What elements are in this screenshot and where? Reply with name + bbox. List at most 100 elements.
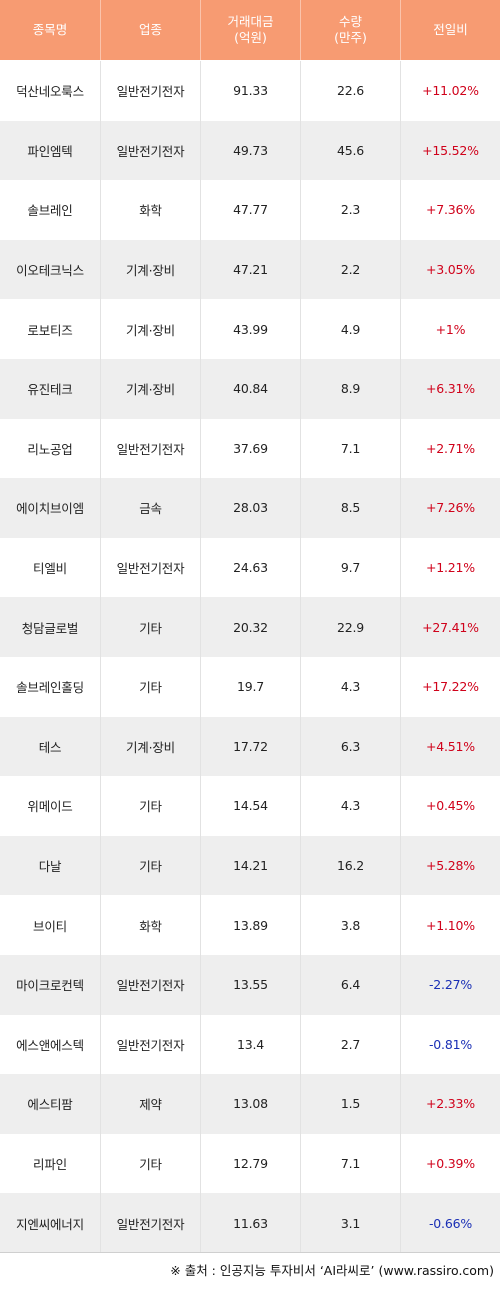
cell-sector: 기계·장비 <box>101 239 201 300</box>
cell-name: 다날 <box>0 835 101 896</box>
cell-amount: 28.03 <box>201 478 301 538</box>
cell-change: +1.21% <box>426 560 475 576</box>
cell-volume: 4.9 <box>301 299 401 359</box>
cell-amount: 24.63 <box>201 537 301 598</box>
cell-volume: 1.5 <box>301 1074 401 1134</box>
table-row: 에이치브이엠 금속 28.03 8.5 +7.26% <box>0 478 500 538</box>
cell-name: 파인엠텍 <box>0 120 101 181</box>
cell-volume: 3.1 <box>301 1193 401 1253</box>
cell-name: 마이크로컨텍 <box>0 954 101 1015</box>
cell-amount: 20.32 <box>201 597 301 657</box>
table-row: 로보티즈 기계·장비 43.99 4.9 +1% <box>0 299 500 359</box>
cell-name: 솔브레인홀딩 <box>0 656 101 717</box>
table-body: 덕산네오룩스 일반전기전자 91.33 22.6 +11.02% 파인엠텍 일반전기전자 49… <box>0 61 500 1253</box>
cell-sector: 일반전기전자 <box>101 537 201 598</box>
header-volume: 수량 (만주) <box>301 0 401 60</box>
cell-change: -0.66% <box>428 1215 473 1231</box>
cell-name: 에스앤에스텍 <box>0 1014 101 1075</box>
cell-sector: 기계·장비 <box>101 716 201 777</box>
cell-change: +2.71% <box>426 440 475 456</box>
table-row: 위메이드 기타 14.54 4.3 +0.45% <box>0 776 500 836</box>
cell-change: -2.27% <box>428 977 473 993</box>
cell-sector: 기타 <box>101 835 201 896</box>
cell-volume: 16.2 <box>301 835 401 896</box>
cell-name: 덕산네오룩스 <box>0 61 101 121</box>
cell-name: 솔브레인 <box>0 180 101 240</box>
table-row: 유진테크 기계·장비 40.84 8.9 +6.31% <box>0 358 500 419</box>
cell-volume: 7.1 <box>301 418 401 479</box>
cell-sector: 일반전기전자 <box>101 1193 201 1253</box>
cell-change: +1.10% <box>426 917 475 933</box>
cell-name: 위메이드 <box>0 776 101 836</box>
table-row: 티엘비 일반전기전자 24.63 9.7 +1.21% <box>0 537 500 598</box>
cell-volume: 6.3 <box>301 716 401 777</box>
cell-amount: 13.55 <box>201 954 301 1015</box>
table-row: 테스 기계·장비 17.72 6.3 +4.51% <box>0 716 500 777</box>
cell-volume: 8.5 <box>301 478 401 538</box>
table-row: 청담글로벌 기타 20.32 22.9 +27.41% <box>0 597 500 657</box>
cell-amount: 13.08 <box>201 1074 301 1134</box>
table-row: 이오테크닉스 기계·장비 47.21 2.2 +3.05% <box>0 239 500 300</box>
cell-change: +0.45% <box>426 798 475 814</box>
table-row: 브이티 화학 13.89 3.8 +1.10% <box>0 895 500 955</box>
cell-volume: 9.7 <box>301 537 401 598</box>
cell-change: +1% <box>435 321 466 337</box>
cell-sector: 금속 <box>101 478 201 538</box>
cell-change: +2.33% <box>426 1096 475 1112</box>
cell-amount: 40.84 <box>201 358 301 419</box>
cell-name: 이오테크닉스 <box>0 239 101 300</box>
cell-sector: 기계·장비 <box>101 299 201 359</box>
cell-amount: 14.54 <box>201 776 301 836</box>
cell-amount: 17.72 <box>201 716 301 777</box>
cell-amount: 49.73 <box>201 120 301 181</box>
cell-sector: 일반전기전자 <box>101 1014 201 1075</box>
cell-change: +6.31% <box>426 381 475 397</box>
header-name: 종목명 <box>0 0 101 60</box>
cell-volume: 22.9 <box>301 597 401 657</box>
cell-sector: 기타 <box>101 597 201 657</box>
cell-volume: 2.3 <box>301 180 401 240</box>
header-amount: 거래대금 (억원) <box>201 0 301 60</box>
cell-sector: 일반전기전자 <box>101 418 201 479</box>
cell-volume: 45.6 <box>301 120 401 181</box>
cell-sector: 일반전기전자 <box>101 120 201 181</box>
cell-volume: 4.3 <box>301 656 401 717</box>
cell-sector: 화학 <box>101 180 201 240</box>
cell-amount: 13.89 <box>201 895 301 955</box>
cell-sector: 화학 <box>101 895 201 955</box>
cell-sector: 일반전기전자 <box>101 61 201 121</box>
cell-name: 리노공업 <box>0 418 101 479</box>
table-row: 덕산네오룩스 일반전기전자 91.33 22.6 +11.02% <box>0 61 500 121</box>
cell-volume: 6.4 <box>301 954 401 1015</box>
table-bottom-divider <box>0 1252 500 1253</box>
cell-change: +4.51% <box>426 738 475 754</box>
cell-sector: 기계·장비 <box>101 358 201 419</box>
cell-amount: 19.7 <box>201 656 301 717</box>
table-row: 솔브레인 화학 47.77 2.3 +7.36% <box>0 180 500 240</box>
cell-change: -0.81% <box>428 1036 473 1052</box>
cell-name: 테스 <box>0 716 101 777</box>
cell-name: 청담글로벌 <box>0 597 101 657</box>
cell-change: +7.36% <box>426 202 475 218</box>
table-row: 지엔씨에너지 일반전기전자 11.63 3.1 -0.66% <box>0 1193 500 1253</box>
cell-change: +0.39% <box>426 1155 475 1171</box>
table-header: 종목명 업종 거래대금 (억원) 수량 (만주) 전일비 <box>0 0 500 61</box>
cell-amount: 91.33 <box>201 61 301 121</box>
cell-volume: 2.2 <box>301 239 401 300</box>
cell-volume: 4.3 <box>301 776 401 836</box>
cell-change: +3.05% <box>426 262 475 278</box>
cell-volume: 22.6 <box>301 61 401 121</box>
cell-name: 티엘비 <box>0 537 101 598</box>
cell-amount: 13.4 <box>201 1014 301 1075</box>
table-row: 솔브레인홀딩 기타 19.7 4.3 +17.22% <box>0 656 500 717</box>
table-row: 리파인 기타 12.79 7.1 +0.39% <box>0 1133 500 1194</box>
cell-sector: 기타 <box>101 776 201 836</box>
cell-volume: 7.1 <box>301 1133 401 1194</box>
table-row: 에스티팜 제약 13.08 1.5 +2.33% <box>0 1074 500 1134</box>
source-footer: ※ 출처 : 인공지능 투자비서 ‘AI라씨로’ (www.rassiro.co… <box>170 1263 494 1278</box>
cell-name: 유진테크 <box>0 358 101 419</box>
cell-name: 리파인 <box>0 1133 101 1194</box>
cell-amount: 47.77 <box>201 180 301 240</box>
cell-name: 로보티즈 <box>0 299 101 359</box>
cell-name: 에스티팜 <box>0 1074 101 1134</box>
